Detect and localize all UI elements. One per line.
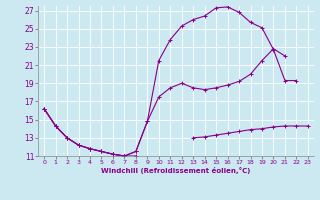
- X-axis label: Windchill (Refroidissement éolien,°C): Windchill (Refroidissement éolien,°C): [101, 167, 251, 174]
